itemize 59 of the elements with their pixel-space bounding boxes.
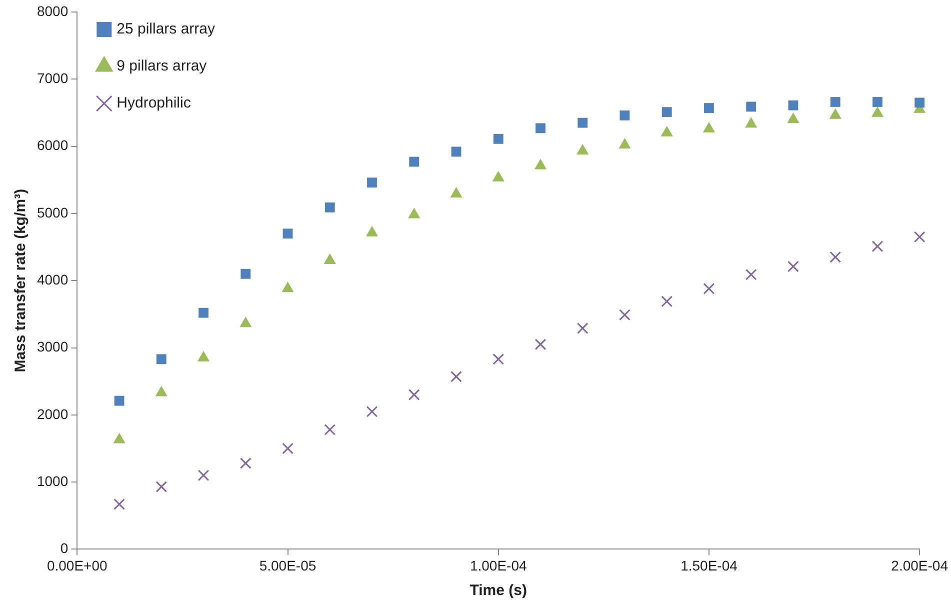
legend-label: 25 pillars array xyxy=(116,20,216,38)
y-tick-label: 6000 xyxy=(36,137,68,154)
y-tick-label: 4000 xyxy=(36,271,68,288)
y-tick-label: 5000 xyxy=(36,204,68,220)
point xyxy=(662,107,672,118)
x-tick-label: 5.00E-05 xyxy=(259,557,316,574)
point xyxy=(576,322,588,334)
y-tick-label: 1000 xyxy=(36,472,68,489)
point xyxy=(156,354,166,364)
point xyxy=(198,470,210,482)
point xyxy=(830,97,840,107)
y-tick-label: 7000 xyxy=(36,70,68,86)
x-tick-label: 0.00E+00 xyxy=(46,557,108,574)
point xyxy=(704,103,714,113)
point xyxy=(534,338,546,350)
point xyxy=(367,178,377,188)
x-tick-label: 1.00E-04 xyxy=(470,557,527,574)
point xyxy=(872,240,884,252)
point xyxy=(114,396,124,406)
point xyxy=(282,228,293,239)
point xyxy=(451,146,462,157)
x-tick-label: 1.50E-04 xyxy=(680,557,738,574)
point xyxy=(536,123,546,134)
y-axis-title: Mass transfer rate (kg/m³) xyxy=(12,188,30,372)
legend-label: 9 pillars array xyxy=(116,58,208,75)
point xyxy=(114,498,125,510)
point xyxy=(578,118,588,128)
point xyxy=(745,268,757,280)
x-tick-label: 2.00E-04 xyxy=(891,557,948,574)
point xyxy=(746,102,756,112)
point xyxy=(872,97,882,107)
point xyxy=(240,268,251,279)
point xyxy=(788,260,799,272)
point xyxy=(198,308,208,318)
point xyxy=(282,442,294,454)
point xyxy=(661,296,673,308)
point xyxy=(366,406,378,418)
legend-label: Hydrophilic xyxy=(116,94,192,112)
y-tick-label: 2000 xyxy=(36,406,68,422)
point xyxy=(408,389,420,400)
y-tick-label: 0 xyxy=(60,540,68,556)
point xyxy=(156,481,168,492)
x-axis-title: Time (s) xyxy=(470,582,527,600)
point xyxy=(324,202,335,212)
point xyxy=(703,282,715,294)
point xyxy=(620,110,630,120)
point xyxy=(492,353,504,365)
point xyxy=(450,370,462,382)
y-tick-label: 8000 xyxy=(36,2,68,19)
point xyxy=(788,100,798,110)
point xyxy=(914,98,925,108)
point xyxy=(493,134,504,144)
point xyxy=(409,156,420,167)
point xyxy=(619,309,630,321)
point xyxy=(324,424,336,436)
point xyxy=(914,231,926,243)
y-tick-label: 3000 xyxy=(36,338,68,355)
point xyxy=(830,251,842,263)
point xyxy=(240,458,252,469)
